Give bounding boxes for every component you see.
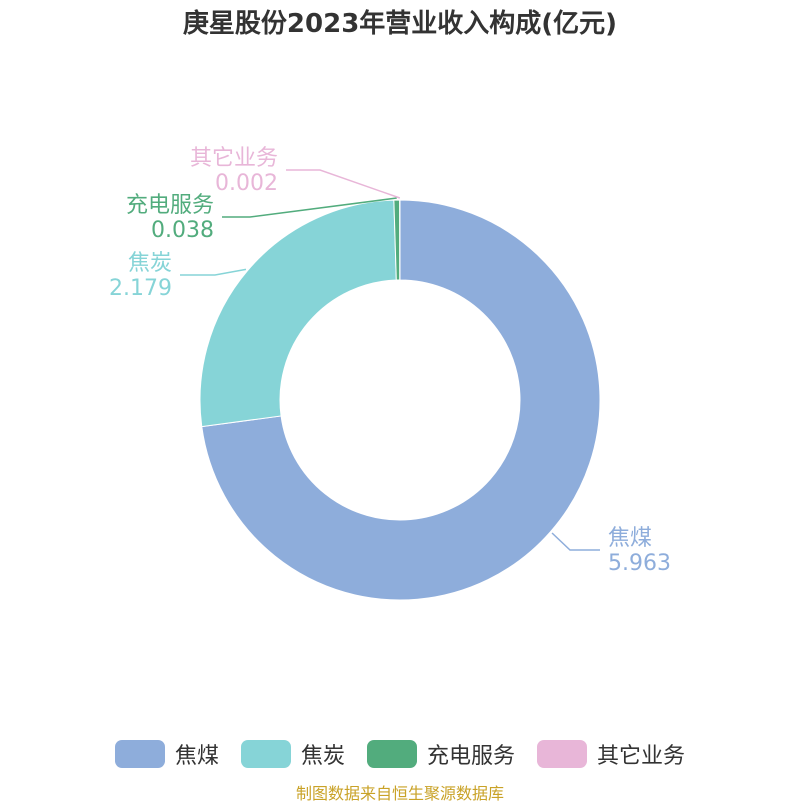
source-note: 制图数据来自恒生聚源数据库 bbox=[0, 780, 800, 804]
legend-swatch bbox=[537, 740, 587, 768]
slice-name-label: 其它业务 bbox=[190, 146, 278, 171]
legend: 焦煤 焦炭 充电服务 其它业务 bbox=[0, 738, 800, 770]
slice-value-label: 0.002 bbox=[215, 171, 278, 196]
legend-label: 其它业务 bbox=[597, 738, 685, 770]
slice-name-label: 焦煤 bbox=[608, 526, 652, 551]
legend-item[interactable]: 焦煤 bbox=[115, 738, 219, 770]
slice-焦炭 bbox=[200, 200, 396, 426]
slice-value-label: 2.179 bbox=[109, 276, 172, 301]
slice-name-label: 焦炭 bbox=[128, 251, 172, 276]
slice-value-label: 0.038 bbox=[151, 218, 214, 243]
legend-swatch bbox=[115, 740, 165, 768]
legend-item[interactable]: 充电服务 bbox=[367, 738, 515, 770]
slices-layer bbox=[200, 200, 600, 600]
leader-line bbox=[180, 269, 246, 275]
legend-item[interactable]: 其它业务 bbox=[537, 738, 685, 770]
leader-line bbox=[286, 170, 400, 198]
legend-label: 充电服务 bbox=[427, 738, 515, 770]
legend-item[interactable]: 焦炭 bbox=[241, 738, 345, 770]
slice-name-label: 充电服务 bbox=[126, 193, 214, 218]
legend-label: 焦炭 bbox=[301, 738, 345, 770]
legend-swatch bbox=[241, 740, 291, 768]
legend-swatch bbox=[367, 740, 417, 768]
legend-label: 焦煤 bbox=[175, 738, 219, 770]
slice-value-label: 5.963 bbox=[608, 551, 671, 576]
leader-line bbox=[552, 533, 600, 550]
